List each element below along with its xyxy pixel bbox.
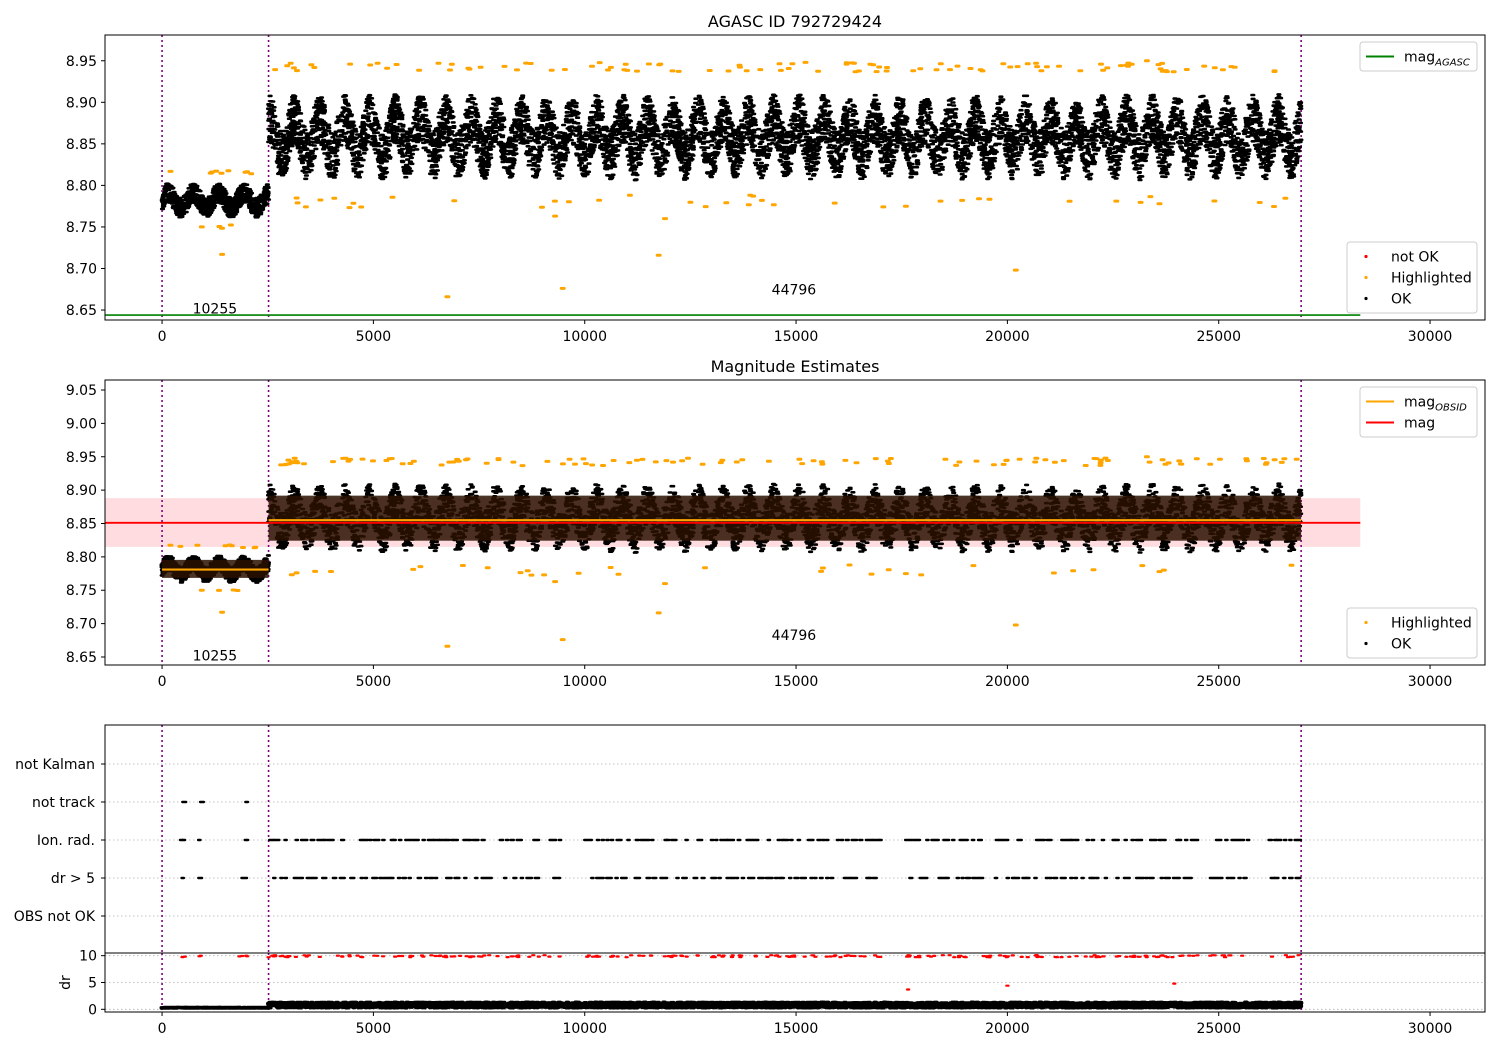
y-tick-label: 8.90 bbox=[66, 483, 97, 499]
legend: magAGASC bbox=[1359, 41, 1478, 72]
x-tick-label: 10000 bbox=[562, 674, 607, 690]
dr-ok-points bbox=[159, 1000, 1304, 1010]
x-tick-label: 20000 bbox=[985, 674, 1030, 690]
flag-category-label: not Kalman bbox=[15, 757, 95, 773]
y-tick-label: 8.65 bbox=[66, 303, 97, 319]
legend-label-text: mag bbox=[1404, 50, 1435, 66]
legend-dot-swatch bbox=[1364, 296, 1368, 301]
legend-dot-swatch bbox=[1364, 275, 1368, 280]
y-tick-label: 8.75 bbox=[66, 220, 97, 236]
x-tick-label: 30000 bbox=[1408, 329, 1453, 345]
x-tick-label: 25000 bbox=[1196, 674, 1241, 690]
legend-label-text: OK bbox=[1391, 292, 1412, 308]
highlighted-points bbox=[167, 455, 1300, 648]
y-tick-label: 8.85 bbox=[66, 517, 97, 533]
obsid-label: 44796 bbox=[772, 628, 817, 644]
mag-obsid-dense-band bbox=[268, 495, 1302, 541]
x-tick-label: 0 bbox=[158, 1021, 167, 1037]
obsid-label: 10255 bbox=[193, 649, 238, 665]
y-tick-label: 8.80 bbox=[66, 550, 97, 566]
panel-title: AGASC ID 792729424 bbox=[708, 12, 882, 31]
legend: Highlighted OK bbox=[1346, 607, 1478, 659]
legend-label-text: Highlighted bbox=[1391, 616, 1472, 632]
legend-label: not OK bbox=[1391, 250, 1439, 266]
axes-frame bbox=[104, 34, 1486, 321]
legend-frame bbox=[1359, 386, 1478, 438]
y-tick-label: 8.90 bbox=[66, 95, 97, 111]
legend-label-text: mag bbox=[1404, 395, 1435, 411]
x-tick-label: 15000 bbox=[774, 1021, 819, 1037]
x-tick-label: 30000 bbox=[1408, 1021, 1453, 1037]
panel-dr: 0 5000 10000 15000 20000 25000 30000 0 5 10 dr bbox=[58, 949, 1486, 1037]
panel-magnitude-agasc: 10255 44796 0 5000 10000 15000 20000 25000 30000… bbox=[66, 12, 1486, 345]
y-tick-label: 8.65 bbox=[66, 650, 97, 666]
y-tick-label: 10 bbox=[79, 949, 97, 965]
legend-label: Highlighted bbox=[1391, 271, 1472, 287]
ok-points bbox=[159, 93, 1304, 219]
x-tick-label: 15000 bbox=[774, 674, 819, 690]
highlighted-points bbox=[167, 59, 1289, 299]
panel-magnitude-estimates: 10255 44796 0 5000 10000 15000 20000 25000 30000… bbox=[66, 357, 1486, 690]
legend-label-text: not OK bbox=[1391, 250, 1439, 266]
legend-label-text: OK bbox=[1391, 637, 1412, 653]
legend-frame bbox=[1346, 607, 1478, 659]
panel-title: Magnitude Estimates bbox=[711, 357, 880, 376]
flag-category-label: Ion. rad. bbox=[37, 833, 95, 849]
panel-flags: not Kalman not track Ion. rad. dr > 5 OBS no… bbox=[14, 724, 1486, 954]
flag-category-label: OBS not OK bbox=[14, 909, 96, 925]
y-tick-label: 8.70 bbox=[66, 261, 97, 277]
x-tick-label: 10000 bbox=[562, 329, 607, 345]
legend-dot-swatch bbox=[1364, 620, 1368, 625]
y-tick-label: 8.70 bbox=[66, 617, 97, 633]
x-tick-label: 30000 bbox=[1408, 674, 1453, 690]
legend-label: Highlighted bbox=[1391, 616, 1472, 632]
flag-category-label: dr > 5 bbox=[51, 871, 95, 887]
legend-dot-swatch bbox=[1364, 254, 1368, 259]
y-tick-label: 5 bbox=[88, 976, 97, 992]
legend: not OK Highlighted OK bbox=[1346, 241, 1478, 314]
x-tick-label: 25000 bbox=[1196, 329, 1241, 345]
x-tick-label: 0 bbox=[158, 329, 167, 345]
legend-label: OK bbox=[1391, 292, 1412, 308]
x-tick-label: 5000 bbox=[356, 674, 392, 690]
y-tick-label: 8.80 bbox=[66, 178, 97, 194]
flag-category-label: not track bbox=[32, 795, 96, 811]
legend-label-subscript: AGASC bbox=[1434, 58, 1470, 69]
y-tick-label: 8.95 bbox=[66, 450, 97, 466]
dr-not-ok-points bbox=[180, 954, 1301, 991]
x-tick-label: 5000 bbox=[356, 1021, 392, 1037]
legend-label: mag bbox=[1404, 416, 1435, 432]
y-tick-label: 0 bbox=[88, 1002, 97, 1018]
legend-dot-swatch bbox=[1364, 641, 1368, 646]
x-tick-label: 20000 bbox=[985, 329, 1030, 345]
obsid-label: 10255 bbox=[193, 301, 238, 317]
obsid-label: 44796 bbox=[772, 282, 817, 298]
y-tick-label: 8.95 bbox=[66, 54, 97, 70]
y-tick-label: 9.05 bbox=[66, 383, 97, 399]
axes-frame bbox=[104, 379, 1486, 666]
legend-frame bbox=[1346, 241, 1478, 314]
x-tick-label: 5000 bbox=[356, 329, 392, 345]
y-tick-label: 9.00 bbox=[66, 416, 97, 432]
y-tick-label: 8.85 bbox=[66, 137, 97, 153]
x-tick-label: 0 bbox=[158, 674, 167, 690]
x-tick-label: 15000 bbox=[774, 329, 819, 345]
legend-label: OK bbox=[1391, 637, 1412, 653]
legend-label: magOBSID bbox=[1404, 395, 1467, 414]
legend-label-text: mag bbox=[1404, 416, 1435, 432]
x-tick-label: 20000 bbox=[985, 1021, 1030, 1037]
y-axis-label: dr bbox=[58, 975, 74, 990]
x-tick-label: 10000 bbox=[562, 1021, 607, 1037]
legend-label: magAGASC bbox=[1404, 50, 1470, 69]
y-tick-label: 8.75 bbox=[66, 583, 97, 599]
legend-label-subscript: OBSID bbox=[1435, 403, 1467, 414]
x-tick-label: 25000 bbox=[1196, 1021, 1241, 1037]
legend-frame bbox=[1359, 41, 1478, 72]
legend-label-text: Highlighted bbox=[1391, 271, 1472, 287]
